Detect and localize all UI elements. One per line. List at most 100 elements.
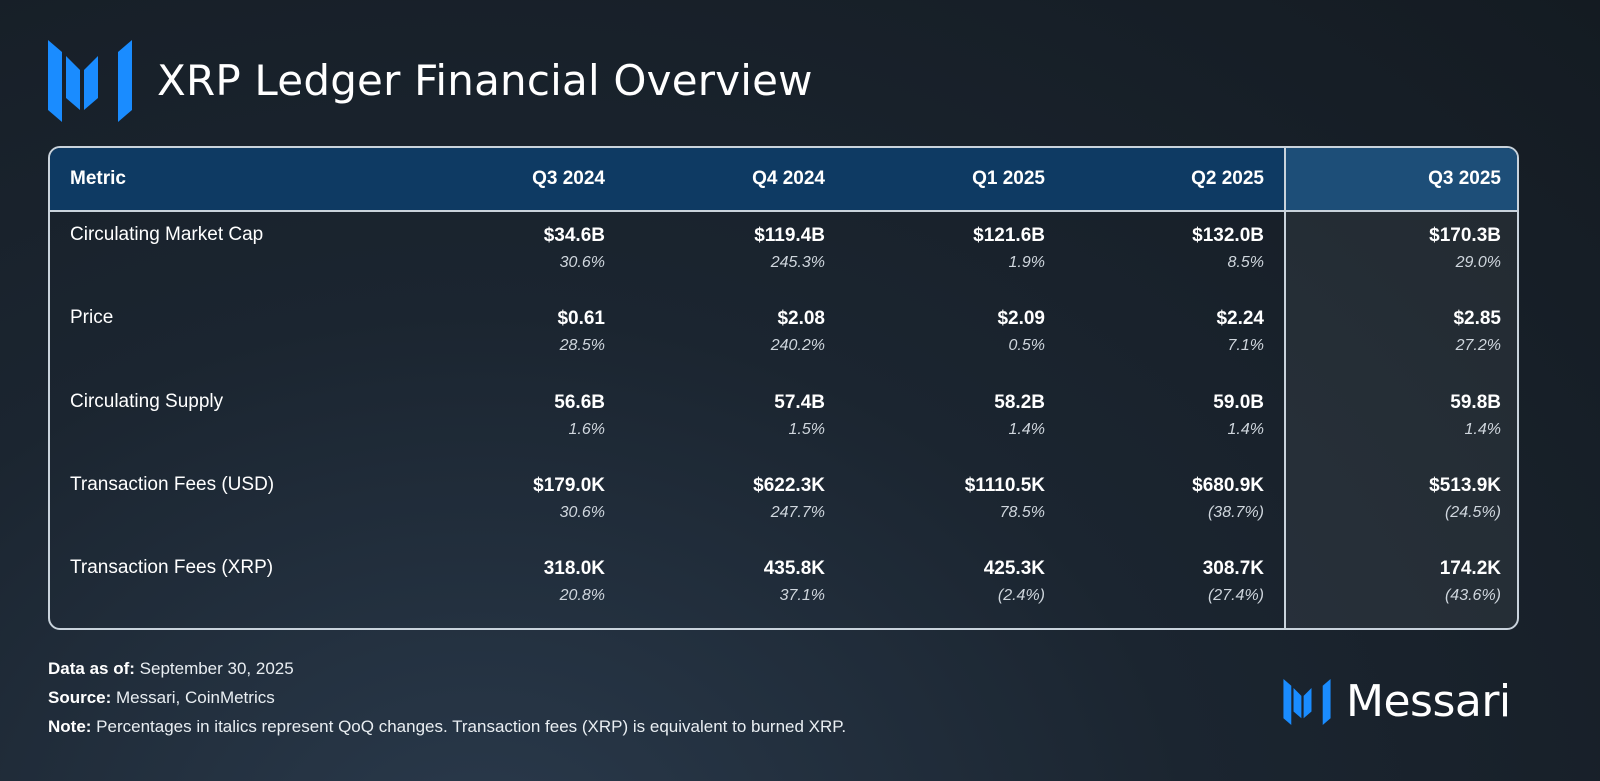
column-header-q3-2024: Q3 2024 [385, 148, 625, 212]
table-cell: 425.3K (2.4%) [845, 545, 1065, 628]
cell-value: $1110.5K [964, 474, 1045, 496]
table-cell: $680.9K (38.7%) [1065, 462, 1285, 545]
table-cell: 57.4B 1.5% [625, 379, 845, 462]
metric-label: Transaction Fees (USD) [70, 473, 275, 495]
table-cell: 58.2B 1.4% [845, 379, 1065, 462]
cell-qoq-change: 247.7% [770, 503, 825, 521]
table-row: Price $0.61 28.5% $2.08 240.2% $2.09 0.5% $2.24… [50, 295, 1517, 379]
table-cell: $0.61 28.5% [385, 295, 625, 378]
metric-label: Circulating Market Cap [70, 224, 264, 245]
messari-brand: Messari [1282, 676, 1511, 727]
table-cell: $622.3K 247.7% [625, 462, 845, 545]
cell-value: $2.08 [777, 308, 825, 330]
table-cell: $121.6B 1.9% [845, 211, 1065, 295]
table-cell: $119.4B 245.3% [625, 211, 845, 295]
table-header-row: Metric Q3 2024 Q4 2024 Q1 2025 Q2 2025 Q… [50, 148, 1517, 212]
data-as-of-line: Data as of: September 30, 2025 [48, 654, 846, 683]
cell-value: 56.6B [554, 391, 605, 413]
cell-qoq-change: 78.5% [999, 503, 1045, 521]
cell-value: 308.7K [1202, 557, 1264, 579]
table-cell: $34.6B 30.6% [385, 211, 625, 295]
cell-value: 425.3K [983, 557, 1045, 579]
table-row: Circulating Supply 56.6B 1.6% 57.4B 1.5% 58.2… [50, 378, 1517, 462]
cell-value: 435.8K [763, 557, 825, 579]
cell-value: $2.85 [1453, 308, 1501, 330]
table-cell: 59.8B 1.4% [1284, 378, 1517, 462]
cell-qoq-change: 1.6% [568, 420, 605, 438]
table-cell: 174.2K (43.6%) [1284, 544, 1517, 628]
cell-qoq-change: 240.2% [770, 337, 825, 355]
table-cell: $2.08 240.2% [625, 295, 845, 378]
data-as-of-value: September 30, 2025 [134, 659, 294, 678]
cell-qoq-change: (38.7%) [1207, 503, 1264, 521]
cell-value: $119.4B [754, 225, 825, 246]
cell-qoq-change: 8.5% [1227, 254, 1264, 271]
cell-qoq-change: 0.5% [1008, 337, 1045, 355]
table-cell: $2.09 0.5% [845, 295, 1065, 378]
table-row: Transaction Fees (XRP) 318.0K 20.8% 435.8K 3… [50, 544, 1517, 628]
table-cell: 56.6B 1.6% [385, 379, 625, 462]
cell-qoq-change: (2.4%) [997, 586, 1045, 604]
cell-value: $179.0K [533, 474, 605, 496]
cell-qoq-change: 27.2% [1455, 337, 1501, 355]
column-header-q1-2025: Q1 2025 [845, 148, 1065, 212]
metric-label: Circulating Supply [70, 390, 224, 412]
cell-value: $121.6B [973, 225, 1045, 246]
cell-qoq-change: 1.4% [1464, 420, 1501, 438]
cell-value: $2.09 [997, 308, 1045, 330]
cell-value: $680.9K [1192, 474, 1264, 496]
cell-value: 59.8B [1450, 391, 1501, 413]
source-value: Messari, CoinMetrics [111, 688, 275, 707]
cell-qoq-change: (24.5%) [1444, 503, 1501, 521]
note-label: Note: [48, 717, 92, 736]
cell-qoq-change: 28.5% [559, 337, 605, 355]
cell-value: 318.0K [543, 557, 605, 579]
table-cell: 318.0K 20.8% [385, 545, 625, 628]
table-cell: 435.8K 37.1% [625, 545, 845, 628]
metric-label: Transaction Fees (XRP) [70, 556, 274, 578]
financial-table: Metric Q3 2024 Q4 2024 Q1 2025 Q2 2025 Q… [48, 146, 1519, 630]
cell-value: 174.2K [1439, 557, 1501, 579]
table-cell: $513.9K (24.5%) [1284, 461, 1517, 545]
table-cell: $179.0K 30.6% [385, 462, 625, 545]
cell-qoq-change: 30.6% [559, 503, 605, 521]
table-row: Circulating Market Cap $34.6B 30.6% $119.4B… [50, 211, 1517, 296]
column-header-q4-2024: Q4 2024 [625, 148, 845, 212]
data-as-of-label: Data as of: [48, 659, 135, 678]
cell-value: $170.3B [1429, 225, 1501, 246]
cell-qoq-change: 1.4% [1227, 420, 1264, 438]
table-cell: $1110.5K 78.5% [845, 462, 1065, 545]
messari-logo-icon [48, 40, 132, 122]
cell-qoq-change: 7.1% [1227, 337, 1264, 355]
cell-value: 57.4B [774, 391, 825, 413]
cell-value: $2.24 [1216, 308, 1264, 330]
source-line: Source: Messari, CoinMetrics [48, 683, 846, 712]
table-row: Transaction Fees (USD) $179.0K 30.6% $622.3… [50, 461, 1517, 545]
cell-qoq-change: 30.6% [559, 254, 605, 271]
cell-qoq-change: (43.6%) [1444, 586, 1501, 604]
table-cell: 59.0B 1.4% [1065, 379, 1285, 462]
column-header-metric: Metric [50, 148, 385, 212]
column-header-q3-2025: Q3 2025 [1284, 148, 1517, 212]
brand-name: Messari [1346, 676, 1511, 727]
cell-value: 58.2B [994, 391, 1045, 413]
footer-notes: Data as of: September 30, 2025 Source: M… [48, 654, 846, 741]
cell-value: $34.6B [543, 225, 605, 246]
messari-brand-icon [1283, 678, 1331, 725]
table-cell: 308.7K (27.4%) [1065, 545, 1285, 628]
cell-value: $132.0B [1192, 225, 1264, 246]
cell-qoq-change: 1.9% [1008, 254, 1045, 271]
cell-value: $622.3K [753, 474, 825, 496]
source-label: Source: [48, 688, 112, 707]
note-value: Percentages in italics represent QoQ cha… [91, 717, 847, 736]
table-cell: $132.0B 8.5% [1065, 211, 1285, 295]
cell-value: $513.9K [1429, 474, 1501, 496]
table-cell: $170.3B 29.0% [1284, 211, 1517, 296]
page-title: XRP Ledger Financial Overview [157, 56, 813, 105]
cell-qoq-change: 29.0% [1455, 254, 1501, 271]
metric-label: Price [70, 307, 114, 329]
cell-value: $0.61 [557, 308, 605, 330]
table-cell: $2.24 7.1% [1065, 295, 1285, 378]
cell-qoq-change: 1.4% [1008, 420, 1045, 438]
table-cell: $2.85 27.2% [1284, 295, 1517, 379]
